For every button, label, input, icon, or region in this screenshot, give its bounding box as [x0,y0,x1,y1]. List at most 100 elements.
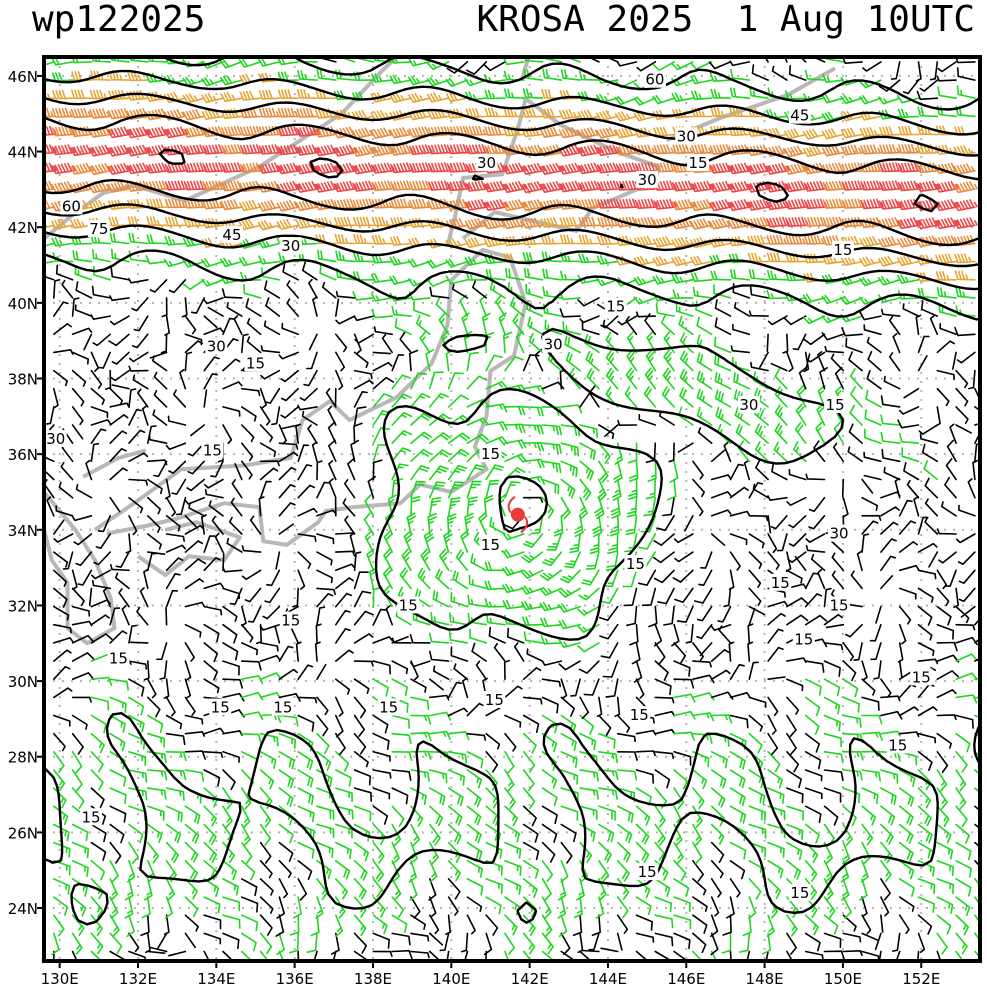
wind-barb [108,216,130,227]
wind-barb [429,823,441,846]
wind-barb [468,574,487,590]
wind-barb [184,714,204,725]
wind-barb [222,660,240,676]
wind-barb [654,823,666,846]
wind-barb [371,180,396,192]
wind-barb [936,751,949,774]
wind-barb [955,932,968,955]
wind-barb [53,605,70,621]
wind-barb [767,600,788,608]
wind-barb [727,217,751,230]
wind-barb [310,914,320,937]
wind-barb [804,932,821,952]
wind-barb [203,535,216,553]
wind-barb [663,349,675,372]
wind-barb [861,805,877,826]
wind-barb [626,605,638,627]
wind-barb [110,564,130,572]
wind-barb [485,805,500,826]
wind-barb [558,180,584,193]
wind-barb [465,180,490,192]
wind-barb [936,689,957,699]
wind-barb [410,950,430,959]
wind-barb [335,298,340,317]
wind-barb [656,515,675,532]
wind-barb [90,233,111,245]
wind-barb [955,369,969,389]
wind-barb [70,218,93,229]
wind-barb [439,548,450,572]
wind-barb [277,126,302,137]
wind-barb [72,250,93,263]
wind-barb [53,914,65,937]
wind-barb [453,663,469,680]
wind-barb [71,896,87,917]
wind-barb [90,732,105,754]
wind-barb [634,235,657,247]
wind-barb [710,533,726,546]
wind-barb [616,896,629,919]
wind-barb [410,660,431,668]
wind-barb [410,412,432,426]
isotach-label: 15 [211,699,230,717]
wind-barb [429,711,452,721]
wind-barb [614,696,621,717]
wind-barb [557,896,567,919]
wind-barb [277,144,302,156]
wind-barb [917,658,939,665]
wind-barb [864,428,882,444]
wind-barb [148,434,168,444]
wind-barb [109,232,130,245]
wind-barb [955,672,978,681]
wind-barb [371,73,393,83]
wind-barb [560,478,576,499]
wind-barb [222,406,241,417]
wind-barb [316,714,329,737]
wind-barb [974,932,980,955]
wind-barb [600,587,619,604]
wind-barb [821,94,845,104]
wind-barb [748,787,766,805]
wind-barb [672,569,694,583]
wind-barb [616,769,638,781]
wind-barb [53,878,71,895]
wind-barb [297,860,313,880]
wind-barb [201,258,224,268]
wind-barb [109,387,124,406]
wind-barb [560,732,577,752]
wind-barb [126,90,149,101]
wind-barb [466,805,482,826]
wind-barb [784,57,788,63]
wind-barb [722,914,732,936]
wind-barb [110,369,130,382]
wind-barb [805,473,826,481]
wind-barb [917,878,936,894]
wind-barb [861,823,874,846]
wind-barb [729,805,747,824]
wind-barb [765,162,790,175]
wind-barb [616,932,623,951]
wind-barb [353,590,372,608]
wind-barb [874,932,882,951]
wind-barb [660,314,675,336]
wind-barb [784,145,807,158]
wind-barb [276,896,285,919]
wind-barb [521,181,546,194]
wind-barb [728,569,735,591]
lon-tick-label: 150E [824,970,862,988]
wind-barb [53,301,69,317]
wind-barb [644,367,657,390]
wind-barb [898,144,920,154]
wind-barb [372,636,394,644]
wind-barb [44,406,55,425]
wind-barb [898,520,916,535]
wind-barb [615,144,638,156]
wind-barb [770,515,788,530]
wind-barb [784,162,809,175]
wind-barb [974,617,980,626]
wind-barb [786,597,809,608]
wind-barb [521,600,544,611]
wind-barb [452,283,469,299]
wind-barb [541,878,552,901]
